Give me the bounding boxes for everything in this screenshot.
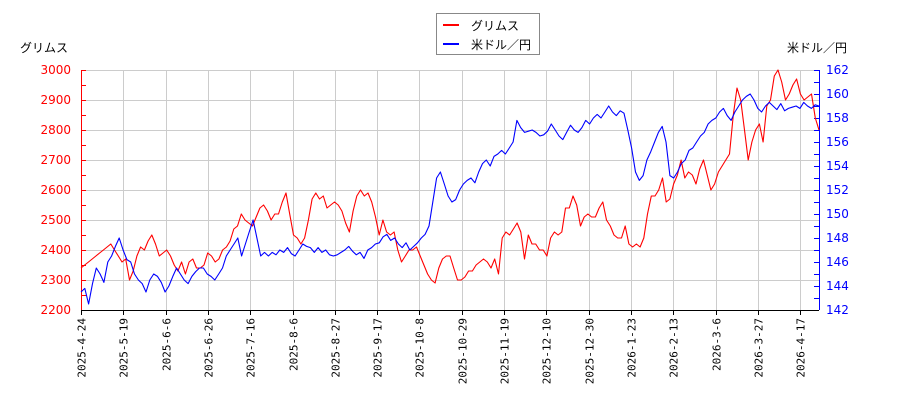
right-tick-label: 156 <box>826 135 849 149</box>
left-tick-label: 2800 <box>40 123 71 137</box>
x-tick-label: 2026-4-17 <box>795 318 808 378</box>
left-axis-title: グリムス <box>20 41 69 55</box>
x-tick-label: 2025-6-26 <box>203 318 216 378</box>
legend-item-usdjpy: 米ドル／円 <box>443 35 531 53</box>
legend-label: 米ドル／円 <box>471 37 532 52</box>
legend: グリムス 米ドル／円 <box>436 13 540 55</box>
left-tick-label: 2300 <box>40 273 71 287</box>
right-tick-label: 158 <box>826 111 849 125</box>
x-tick-label: 2025-5-19 <box>118 318 131 378</box>
x-tick-label: 2025-12-30 <box>584 318 597 384</box>
legend-swatch-red <box>443 24 459 26</box>
left-tick-label: 2400 <box>40 243 71 257</box>
right-tick-label: 144 <box>826 279 849 293</box>
right-tick-label: 152 <box>826 183 849 197</box>
x-tick-label: 2025-10-8 <box>414 318 427 378</box>
x-tick-label: 2025-9-17 <box>372 318 385 378</box>
legend-item-grimms: グリムス <box>443 16 519 34</box>
x-tick-label: 2025-8-27 <box>330 318 343 378</box>
x-tick-label: 2026-1-23 <box>626 318 639 378</box>
x-tick-label: 2025-6-6 <box>161 318 174 371</box>
right-tick-label: 160 <box>826 87 849 101</box>
right-tick-label: 162 <box>826 63 849 77</box>
left-tick-label: 2900 <box>40 93 71 107</box>
right-tick-label: 142 <box>826 303 849 317</box>
x-tick-label: 2026-2-13 <box>668 318 681 378</box>
right-tick-label: 150 <box>826 207 849 221</box>
left-y-axis: 2200 2300 2400 2500 2600 2700 2800 2900 3000 <box>40 63 86 317</box>
x-axis: 2025-4-24 2025-5-19 2025-6-6 2025-6-26 2025-… <box>76 310 819 384</box>
x-tick-label: 2025-12-10 <box>541 318 554 384</box>
series-lines <box>80 69 820 305</box>
left-tick-label: 3000 <box>40 63 71 77</box>
x-tick-label: 2025-8-6 <box>288 318 301 371</box>
x-tick-label: 2025-7-16 <box>245 318 258 378</box>
right-tick-label: 154 <box>826 159 849 173</box>
legend-label: グリムス <box>471 18 520 33</box>
grimms-price-line <box>80 69 820 284</box>
left-tick-label: 2200 <box>40 303 71 317</box>
left-tick-label: 2500 <box>40 213 71 227</box>
right-tick-label: 146 <box>826 255 849 269</box>
x-tick-label: 2025-11-19 <box>499 318 512 384</box>
right-axis-title: 米ドル／円 <box>787 41 848 55</box>
left-tick-label: 2600 <box>40 183 71 197</box>
right-tick-label: 148 <box>826 231 849 245</box>
x-tick-label: 2026-3-27 <box>753 318 766 378</box>
x-tick-label: 2025-10-29 <box>457 318 470 384</box>
left-tick-label: 2700 <box>40 153 71 167</box>
x-tick-label: 2026-3-6 <box>711 318 724 371</box>
grid-lines <box>81 70 819 310</box>
right-y-axis: 142 144 146 148 150 152 154 156 158 160 162 <box>814 63 849 317</box>
legend-swatch-blue <box>443 43 459 45</box>
x-tick-label: 2025-4-24 <box>76 318 89 378</box>
usdjpy-line <box>80 93 820 305</box>
